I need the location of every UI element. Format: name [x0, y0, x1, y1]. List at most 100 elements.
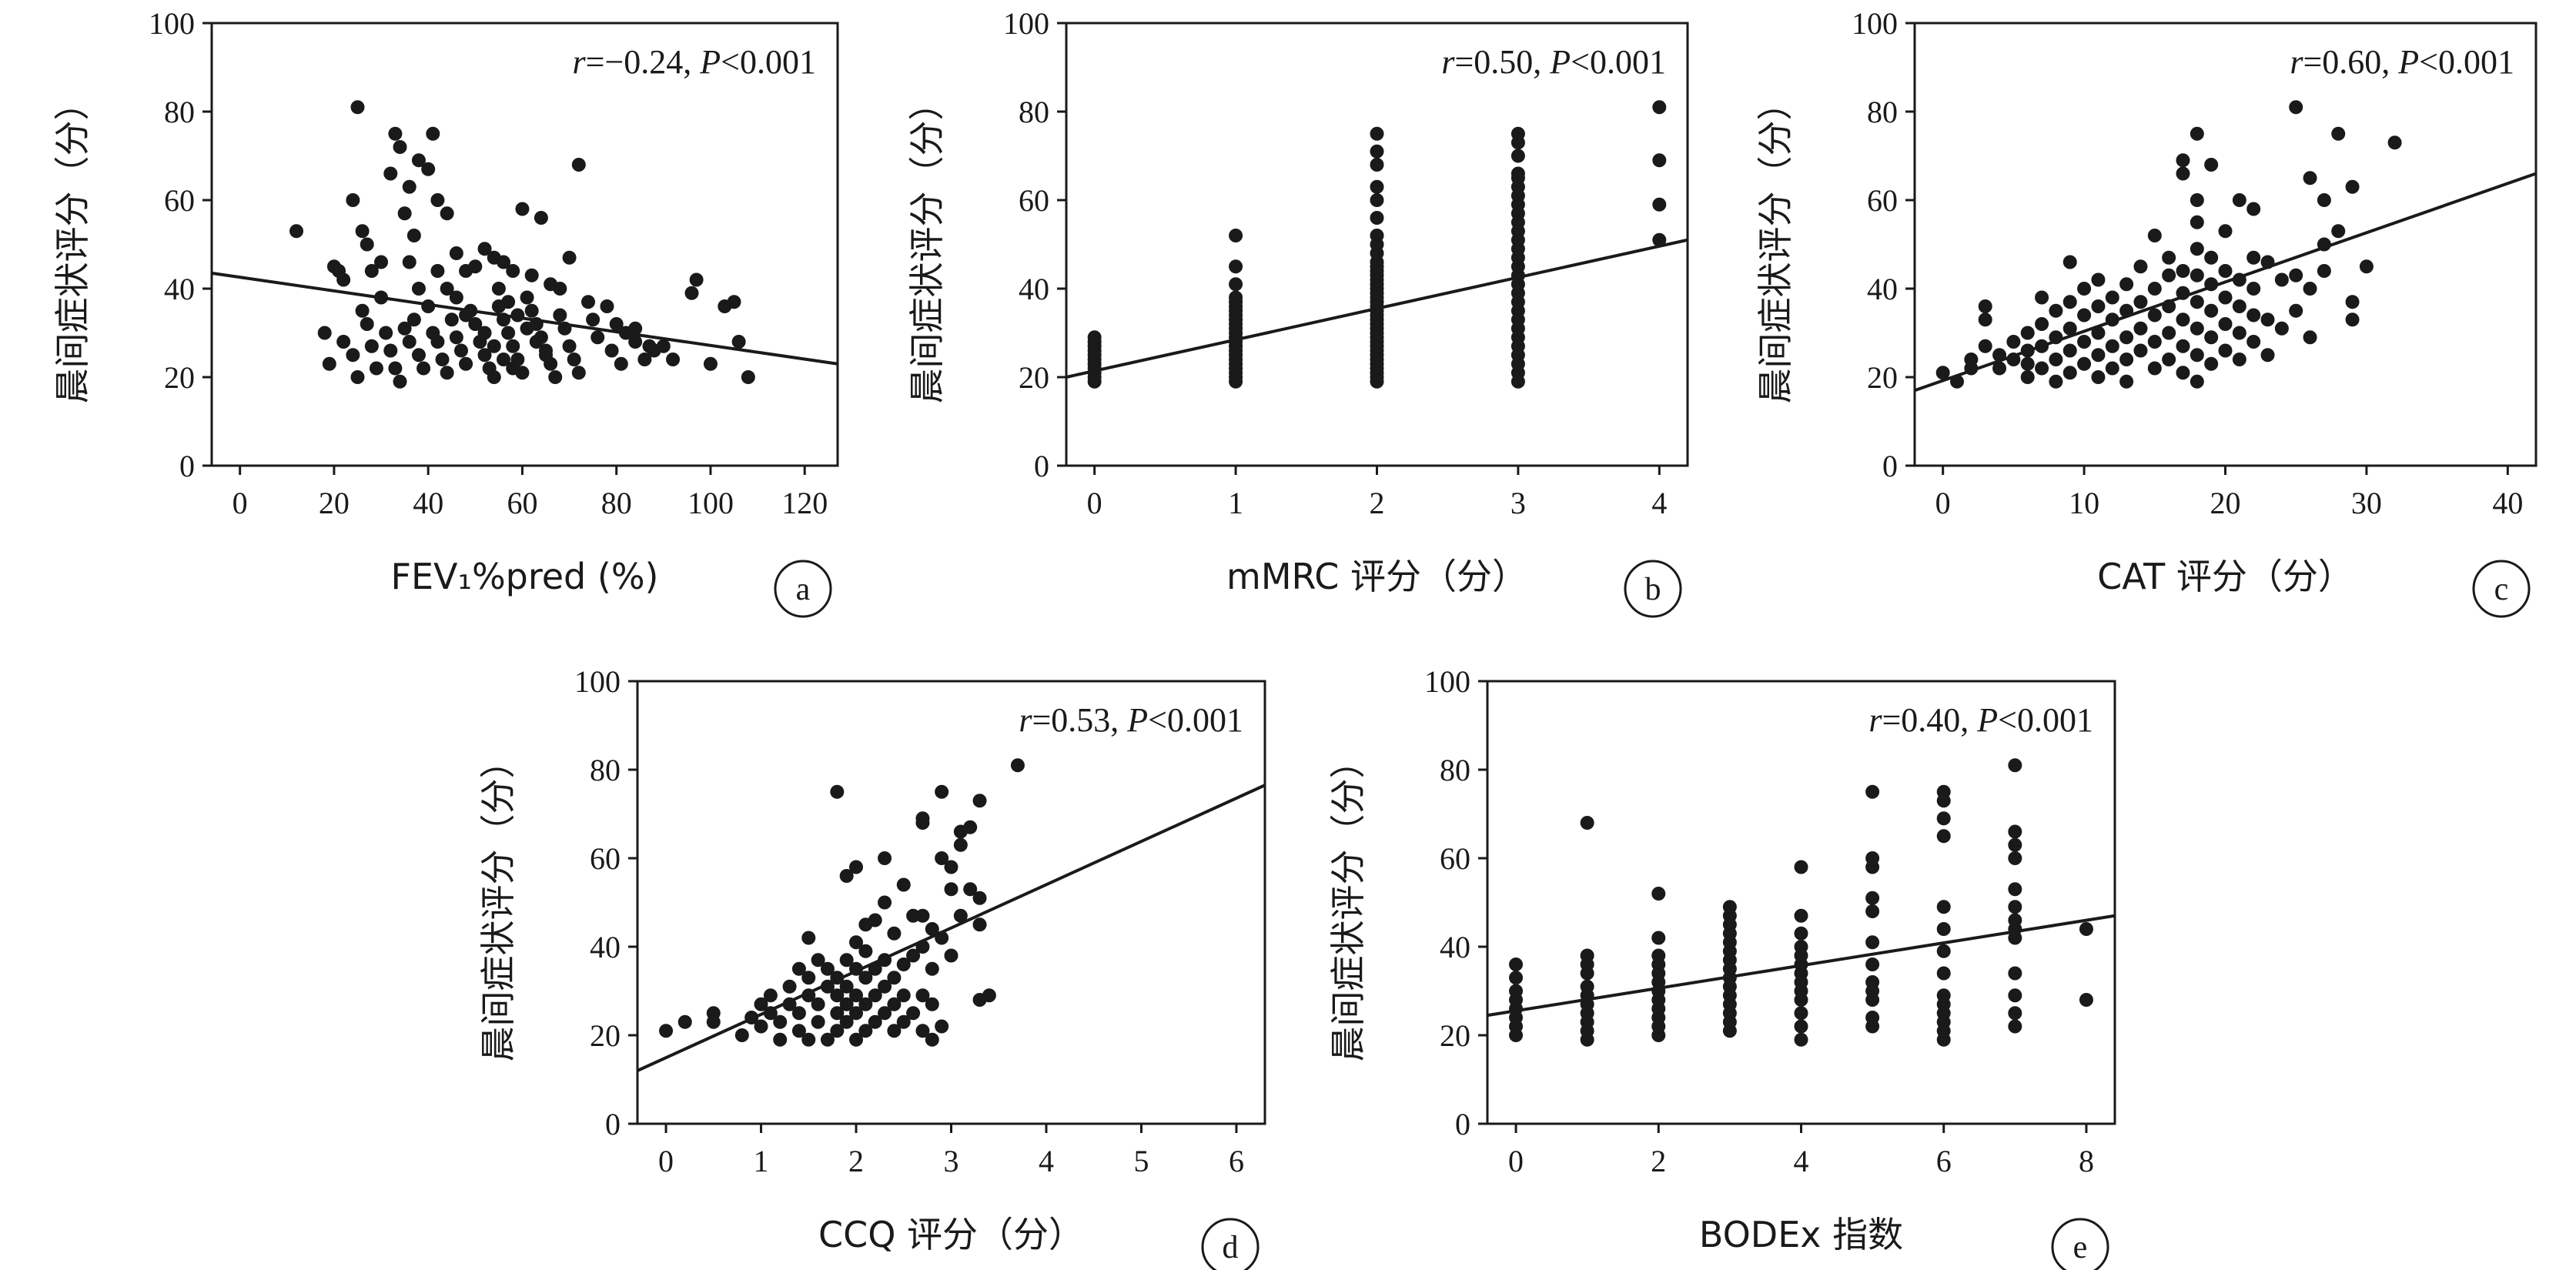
x-tick-label: 5 — [1133, 1144, 1149, 1178]
data-point — [2204, 330, 2219, 345]
data-point — [2387, 135, 2402, 150]
data-point — [2133, 295, 2148, 309]
data-point — [402, 335, 417, 349]
data-point — [534, 211, 548, 225]
data-point — [896, 958, 911, 971]
p-symbol: P — [2397, 43, 2419, 81]
panel-label: e — [2073, 1230, 2088, 1265]
data-point — [2077, 308, 2092, 323]
data-point — [1370, 229, 1384, 242]
data-point — [2190, 374, 2204, 389]
y-tick-label: 20 — [1867, 360, 1898, 395]
data-point — [925, 922, 939, 936]
data-point — [2303, 282, 2317, 296]
data-point — [501, 326, 516, 340]
y-tick-label: 60 — [164, 183, 195, 218]
x-tick-label: 3 — [1510, 486, 1526, 520]
data-point — [411, 282, 426, 296]
data-point — [2232, 299, 2246, 313]
data-point — [402, 255, 417, 269]
data-point — [2147, 282, 2162, 296]
data-point — [364, 339, 379, 353]
y-tick-label: 60 — [590, 841, 621, 876]
data-point — [562, 339, 577, 353]
data-point — [2008, 851, 2022, 865]
p-value: <0.001 — [1998, 701, 2093, 739]
data-point — [1652, 100, 1667, 115]
x-tick-label: 20 — [319, 486, 350, 520]
data-point — [1370, 144, 1384, 159]
data-point — [2176, 366, 2190, 380]
data-point — [2190, 193, 2204, 207]
y-tick-label: 100 — [1003, 6, 1049, 41]
data-point — [2289, 268, 2303, 282]
x-tick-label: 60 — [507, 486, 537, 520]
data-point — [1010, 758, 1025, 773]
data-point — [791, 1024, 806, 1038]
x-tick-label: 0 — [233, 486, 248, 520]
data-point — [397, 321, 412, 336]
data-point — [2008, 882, 2022, 897]
data-point — [524, 268, 539, 282]
data-point — [2079, 922, 2093, 936]
data-point — [1865, 904, 1880, 918]
data-point — [1580, 979, 1594, 994]
y-tick-label: 80 — [1440, 753, 1470, 787]
y-tick-label: 100 — [574, 664, 621, 699]
data-point — [417, 361, 431, 376]
data-point — [2079, 993, 2093, 1007]
data-point — [925, 1032, 939, 1047]
data-point — [944, 860, 958, 874]
p-symbol: P — [1976, 701, 1998, 739]
data-point — [1794, 940, 1808, 954]
data-point — [2232, 193, 2246, 207]
data-point — [849, 1006, 864, 1021]
data-point — [2133, 343, 2148, 358]
data-point — [849, 1032, 864, 1047]
data-point — [953, 837, 968, 852]
data-point — [2133, 321, 2148, 336]
fit-line — [1914, 172, 2537, 393]
data-point — [2133, 259, 2148, 274]
data-point — [539, 348, 554, 363]
data-point — [355, 224, 370, 239]
panel-label: b — [1645, 572, 1661, 607]
data-point — [2190, 295, 2204, 309]
y-tick-label: 20 — [590, 1018, 621, 1053]
data-point — [411, 153, 426, 168]
fit-line — [1487, 914, 2116, 1018]
x-tick-label: 2 — [848, 1144, 864, 1178]
p-symbol: P — [699, 43, 721, 81]
x-tick-label: 6 — [1936, 1144, 1952, 1178]
plot-frame — [1486, 680, 2116, 1125]
x-tick-label: 4 — [1039, 1144, 1054, 1178]
data-point — [1978, 299, 1992, 313]
data-point — [2260, 348, 2275, 363]
data-point — [2020, 370, 2035, 384]
r-symbol: r — [1441, 43, 1455, 81]
data-point — [1580, 816, 1594, 830]
data-point — [703, 356, 718, 371]
data-point — [2162, 268, 2176, 282]
data-point — [2091, 348, 2106, 363]
y-axis-label: 晨间症状评分（分） — [1755, 85, 1796, 404]
data-point — [2020, 356, 2035, 371]
data-point — [1865, 1011, 1880, 1024]
data-point — [2091, 299, 2106, 313]
p-value: <0.001 — [721, 43, 816, 81]
panel-d: 0 20 40 60 80 100 0 1 2 3 4 5 6 r=0.53, P<0.001 CCQ 评分… — [477, 664, 1266, 1270]
data-point — [858, 944, 873, 958]
data-point — [763, 988, 778, 1003]
data-point — [430, 264, 445, 278]
plot-frame — [636, 680, 1266, 1125]
data-point — [2008, 913, 2022, 927]
data-point — [1936, 966, 1951, 981]
data-point — [2303, 330, 2317, 345]
data-point — [1510, 166, 1525, 181]
y-tick-label: 100 — [1424, 664, 1470, 699]
data-point — [477, 242, 492, 256]
fit-line — [637, 784, 1266, 1072]
data-point — [2176, 264, 2190, 278]
correlation-annotation: r=0.60, P<0.001 — [2290, 43, 2514, 81]
data-point — [586, 312, 601, 327]
